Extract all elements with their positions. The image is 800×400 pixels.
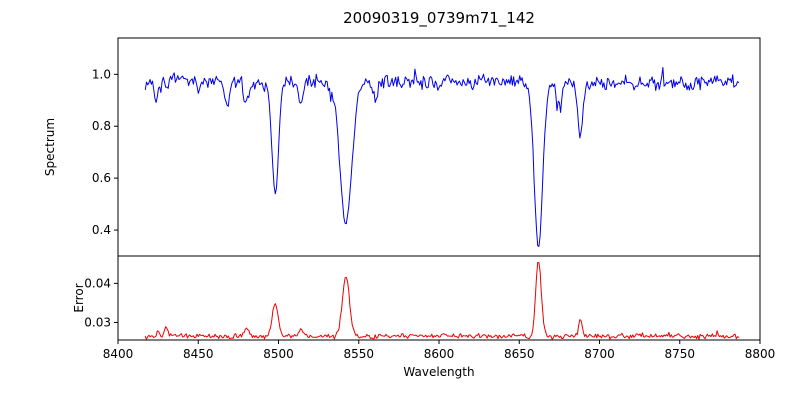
error-y-axis-label: Error: [72, 283, 86, 313]
x-tick-label: 8550: [343, 347, 374, 361]
spectrum-y-tick-label: 1.0: [92, 67, 111, 81]
spectrum-panel-frame: [117, 37, 761, 257]
x-tick-label: 8450: [183, 347, 214, 361]
x-tick-label: 8700: [584, 347, 615, 361]
spectrum-y-tick-label: 0.4: [92, 223, 111, 237]
error-y-tick-label: 0.03: [84, 315, 111, 329]
spectrum-y-tick-label: 0.6: [92, 171, 111, 185]
spectrum-y-axis-label: Spectrum: [43, 117, 57, 177]
x-tick-label: 8500: [263, 347, 294, 361]
error-y-tick-label: 0.04: [84, 276, 111, 290]
spectrum-line: [144, 67, 740, 247]
x-tick-label: 8800: [745, 347, 776, 361]
spectrum-y-tick-label: 0.8: [92, 119, 111, 133]
chart-title: 20090319_0739m71_142: [343, 9, 535, 27]
x-tick-label: 8600: [424, 347, 455, 361]
x-tick-label: 8750: [664, 347, 695, 361]
x-tick-label: 8400: [103, 347, 134, 361]
x-axis-label: Wavelength: [403, 365, 475, 379]
error-line: [144, 262, 740, 340]
x-tick-label: 8650: [504, 347, 535, 361]
error-panel-frame: [117, 255, 761, 341]
